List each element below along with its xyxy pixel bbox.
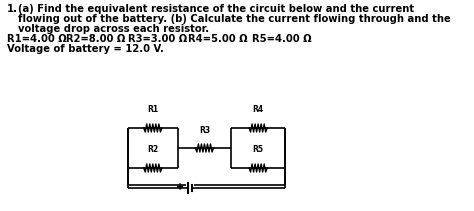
Text: R5: R5 <box>253 145 264 154</box>
Text: R2=8.00 Ω: R2=8.00 Ω <box>66 34 126 44</box>
Text: R3: R3 <box>199 126 210 135</box>
Text: R5=4.00 Ω: R5=4.00 Ω <box>252 34 311 44</box>
Text: +: + <box>176 182 184 192</box>
Text: Voltage of battery = 12.0 V.: Voltage of battery = 12.0 V. <box>7 44 164 54</box>
Text: R1=4.00 Ω: R1=4.00 Ω <box>7 34 66 44</box>
Text: voltage drop across each resistor.: voltage drop across each resistor. <box>18 24 210 34</box>
Text: flowing out of the battery. (b) Calculate the current flowing through and the: flowing out of the battery. (b) Calculat… <box>18 14 451 24</box>
Text: R4: R4 <box>253 105 264 114</box>
Text: R2: R2 <box>147 145 158 154</box>
Text: R3=3.00 Ω: R3=3.00 Ω <box>128 34 187 44</box>
Text: R4=5.00 Ω: R4=5.00 Ω <box>188 34 248 44</box>
Text: (a) Find the equivalent resistance of the circuit below and the current: (a) Find the equivalent resistance of th… <box>18 4 414 14</box>
Text: 1.: 1. <box>7 4 18 14</box>
Text: R1: R1 <box>147 105 158 114</box>
